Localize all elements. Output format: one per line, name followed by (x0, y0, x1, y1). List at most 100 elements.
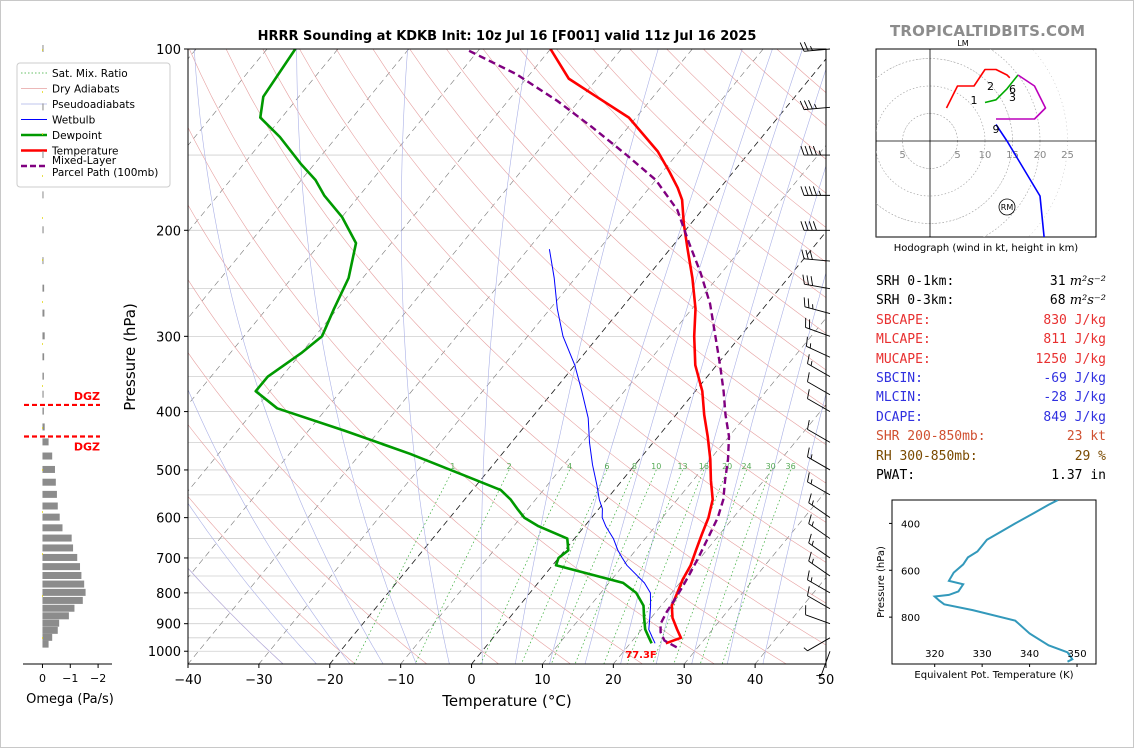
dry-adiabat-line (188, 204, 643, 664)
mixing-ratio-label: 4 (567, 462, 572, 471)
isotherm-line (188, 49, 622, 579)
mixing-ratio-line (353, 469, 454, 664)
wind-barb-staff (805, 614, 831, 625)
y-tick-label: 900 (156, 618, 181, 633)
isotherm-line (400, 144, 826, 664)
moist-adiabat-line (188, 567, 284, 664)
mixing-ratio-line (699, 469, 772, 664)
omega-bar (42, 619, 60, 627)
wind-barb-flag (812, 145, 817, 156)
wind-barb-half-flag (810, 360, 813, 366)
wind-barb-flag (802, 274, 805, 285)
omega-bar (42, 478, 56, 486)
hodograph-ring-label: 5 (899, 150, 905, 161)
wind-barb-flag (808, 551, 812, 562)
wind-barb-flag (805, 249, 809, 260)
hodograph-frame (875, 48, 1097, 238)
param-value-number: -28 J/kg (1043, 390, 1106, 406)
wind-barb (805, 605, 831, 625)
x-tick-label: 0 (467, 673, 475, 688)
wind-barb (799, 42, 831, 52)
mixing-ratio-line (480, 469, 570, 664)
mixing-ratio-line (414, 469, 510, 664)
wind-barb-half-flag (811, 500, 814, 506)
wind-barb (799, 100, 831, 111)
param-row: DCAPE: 849 J/kg (876, 408, 1106, 427)
omega-bar (42, 513, 60, 521)
hodograph-segment (995, 124, 1045, 237)
dry-adiabat-line (225, 49, 826, 646)
legend-label: Mixed-Layer Parcel Path (100mb) (52, 155, 158, 179)
wind-barb-flag (808, 493, 812, 503)
wind-barb-staff (807, 398, 831, 412)
wind-barb-flag (808, 221, 813, 231)
param-value: -28 J/kg (1043, 388, 1106, 407)
dry-adiabat-line (409, 49, 826, 446)
wind-barb (800, 221, 830, 231)
param-value-number: 29 % (1074, 448, 1106, 464)
wind-barb (801, 249, 831, 262)
dgz-label: DGZ (74, 441, 100, 454)
dry-adiabat-line (188, 126, 715, 664)
param-label: MLCAPE: (876, 332, 931, 348)
hodograph-height-label: 9 (993, 123, 1000, 136)
ept-x-tick-label: 340 (1020, 649, 1039, 660)
moist-adiabat-line (193, 49, 384, 664)
isotherm-zero (471, 231, 826, 664)
wind-barb-flag (807, 570, 810, 580)
ept-inner (932, 500, 1074, 663)
ept-y-label: Pressure (hPa) (876, 546, 887, 618)
wind-barb-staff (807, 381, 831, 396)
param-row: RH 300-850mb: 29 % (876, 447, 1106, 466)
omega-bar (42, 332, 45, 340)
dry-adiabat-line (335, 49, 826, 523)
wind-barb-staff (807, 595, 831, 610)
mixing-ratio-line (721, 469, 791, 664)
omega-bar (42, 524, 63, 532)
wind-barb-flag (804, 145, 809, 156)
isotherm-line (188, 49, 409, 319)
x-tick-label: −20 (316, 673, 343, 688)
wind-barb (803, 297, 831, 315)
x-tick-label: 20 (605, 673, 622, 688)
wind-barb-staff (808, 523, 831, 539)
wind-barb-staff (808, 560, 831, 577)
wind-barb-staff (804, 106, 831, 111)
dry-adiabat-line (372, 49, 826, 484)
isotherm-line (258, 49, 764, 664)
wind-barb-flag (809, 250, 813, 260)
param-label: RH 300-850mb: (876, 448, 978, 464)
isotherm-line (683, 490, 826, 664)
wind-barb (802, 274, 831, 290)
hodograph-inner: 5 5 10 15 20 25 12 36 9 RM (876, 49, 1096, 237)
param-row: SBCIN: -69 J/kg (876, 369, 1106, 388)
legend-label-line: Dewpoint (52, 130, 102, 142)
y-tick-label: 800 (156, 587, 181, 602)
dry-adiabat-line (482, 49, 826, 371)
omega-bar (42, 438, 49, 446)
omega-tick-label: 0 (39, 672, 46, 685)
dry-adiabat-line (188, 279, 571, 664)
param-row: PWAT: 1.37 in (876, 466, 1106, 485)
wind-barb-flag (808, 186, 813, 196)
param-value: 1250 J/kg (1036, 350, 1106, 369)
param-value: 849 J/kg (1043, 408, 1106, 427)
moist-adiabat-line (480, 49, 529, 664)
omega-bar (42, 257, 44, 265)
wind-barb-staff (807, 363, 831, 378)
hodograph-title: Hodograph (wind in kt, height in km) (894, 243, 1079, 254)
hodograph-ring-label: 15 (1006, 150, 1019, 161)
mixing-ratio-label: 10 (651, 462, 661, 471)
omega-bar (42, 309, 45, 317)
wind-barb-staff (807, 481, 831, 496)
wind-barb-flag (807, 419, 810, 430)
param-row: SHR 200-850mb: 23 kt (876, 427, 1106, 446)
mixing-ratio-label: 2 (507, 462, 512, 471)
legend-label-line: Parcel Path (100mb) (52, 167, 158, 179)
param-value: 31 m²s⁻² (1050, 272, 1106, 291)
wind-barb-flag (807, 586, 810, 596)
moist-adiabat-line (762, 392, 826, 664)
wind-barb-flag (801, 249, 805, 259)
ept-frame (891, 499, 1097, 665)
